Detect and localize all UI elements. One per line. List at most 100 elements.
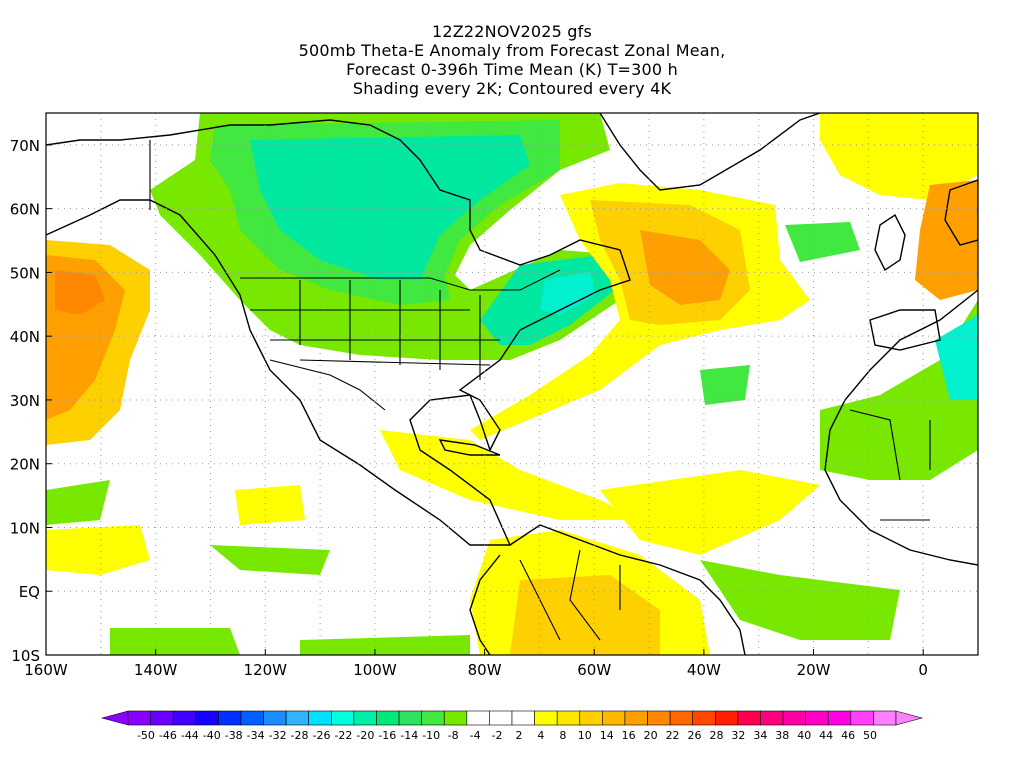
colorbar-swatch [782, 710, 806, 726]
iberia-coastline [869, 309, 941, 351]
plot-frame [45, 112, 979, 656]
title-line-3: Forecast 0-396h Time Mean (K) T=300 h [346, 60, 678, 79]
colorbar-swatch [827, 710, 852, 726]
colorbar-swatch [850, 710, 874, 726]
colorbar-tick-label: -2 [492, 729, 503, 742]
colorbar-swatch [127, 710, 151, 726]
colorbar-swatch [195, 710, 219, 726]
colorbar-tick-label: 26 [688, 729, 702, 742]
title-line-4: Shading every 2K; Contoured every 4K [352, 79, 672, 98]
anomaly-region-east-pacific-green [46, 480, 110, 525]
latitude-tick-label: 10S [11, 647, 40, 665]
colorbar-swatch [624, 710, 648, 726]
colorbar-tick-label: 46 [841, 729, 855, 742]
anomaly-region-mexico-caribbean [380, 430, 640, 520]
colorbar-tick-label: -16 [378, 729, 396, 742]
british-isles-coastline [874, 213, 906, 272]
colorbar-swatch [669, 710, 694, 726]
longitude-tick-label: 160W [24, 661, 68, 679]
colorbar-tick-label: 32 [731, 729, 745, 742]
colorbar-swatch [263, 710, 287, 726]
latitude-tick-label: 60N [10, 201, 40, 219]
longitude-tick-label: 40W [687, 661, 721, 679]
colorbar-tick-label: -26 [313, 729, 331, 742]
colorbar-swatch [218, 710, 242, 726]
anomaly-region-tropical-pacific [46, 525, 150, 575]
colorbar-swatch [602, 710, 626, 726]
africa-borders [849, 409, 931, 521]
anomaly-region-north-atlantic-core [640, 230, 730, 305]
colorbar-tick-label: -8 [448, 729, 459, 742]
colorbar-tick-label: 2 [515, 729, 522, 742]
coastlines [46, 113, 978, 655]
colorbar-swatch [443, 710, 468, 726]
colorbar-swatch [511, 710, 535, 726]
colorbar-swatch [150, 710, 174, 726]
colorbar-swatch [376, 710, 400, 726]
colorbar-swatch [240, 710, 264, 726]
anomaly-region-tropical-pacific-green [210, 545, 330, 575]
us-state-lines [250, 280, 500, 380]
colorbar-swatch [330, 710, 355, 726]
colorbar-swatch [579, 710, 603, 726]
us-canada-border [240, 269, 561, 291]
greenland-coastline [599, 113, 821, 191]
colorbar [100, 710, 924, 726]
anomaly-region-south-america-green [300, 635, 470, 655]
colorbar-tick-label: 4 [537, 729, 544, 742]
us-mexico-border [269, 359, 386, 411]
colorbar-tick-label: 16 [622, 729, 636, 742]
colorbar-swatch [285, 710, 310, 726]
colorbar-tick-label: 34 [753, 729, 767, 742]
latitude-labels: 70N 60N 50N 40N 30N 20N 10N EQ 10S [10, 137, 52, 665]
colorbar-swatch [714, 710, 739, 726]
title-line-1: 12Z22NOV2025 gfs [431, 22, 593, 41]
longitude-tick-label: 140W [134, 661, 178, 679]
colorbar-tick-label: -44 [181, 729, 199, 742]
latitude-tick-label: 70N [10, 137, 40, 155]
colorbar-tick-label: 50 [863, 729, 877, 742]
anomaly-region-europe [915, 180, 978, 300]
colorbar-swatch [805, 710, 829, 726]
anomaly-region-tropical-pacific-2 [235, 485, 305, 525]
colorbar-swatch [353, 710, 377, 726]
anomaly-region-central-atlantic-green [700, 365, 750, 405]
colorbar-swatch [760, 710, 784, 726]
anomaly-region-canada-core [250, 135, 530, 280]
colorbar-swatch [489, 710, 513, 726]
colorbar-tick-label: -14 [400, 729, 418, 742]
anomaly-region-tropical-atlantic-green [700, 560, 900, 640]
colorbar-tick-label: 38 [775, 729, 789, 742]
colorbar-tick-label: 8 [559, 729, 566, 742]
colorbar-min-arrow [100, 710, 129, 726]
latitude-tick-label: EQ [19, 583, 40, 601]
longitude-labels: 160W 140W 120W 100W 80W 60W 40W 20W 0 [24, 649, 928, 679]
colorbar-tick-label: 22 [666, 729, 680, 742]
scandinavia-coastline [944, 179, 978, 246]
latitude-tick-label: 20N [10, 456, 40, 474]
anomaly-region-north-africa [820, 300, 978, 480]
colorbar-tick-label: -38 [225, 729, 243, 742]
south-america-west-coastline [469, 554, 501, 655]
anomaly-region-north-africa-core [935, 315, 978, 400]
north-america-coastline [46, 119, 631, 546]
colorbar-swatch [398, 710, 422, 726]
latitude-tick-label: 10N [10, 519, 40, 537]
south-america-borders [519, 549, 621, 641]
colorbar-labels: -50 -46 -44 -40 -38 -34 -32 -28 -26 -22 -20 -16 -14-… [137, 729, 877, 742]
longitude-tick-label: 20W [797, 661, 831, 679]
colorbar-tick-label: -4 [470, 729, 481, 742]
colorbar-swatch [556, 710, 581, 726]
colorbar-tick-label: -10 [422, 729, 440, 742]
colorbar-tick-label: -40 [203, 729, 221, 742]
anomaly-region-north-atlantic-green [785, 222, 860, 262]
south-america-coastline [509, 524, 746, 655]
colorbar-swatch [466, 710, 490, 726]
colorbar-tick-label: -34 [247, 729, 265, 742]
latitude-tick-label: 30N [10, 392, 40, 410]
anomaly-region-new-england-core [540, 272, 595, 315]
longitude-tick-label: 120W [244, 661, 288, 679]
colorbar-swatch [534, 710, 558, 726]
political-borders [149, 140, 931, 641]
title-line-2: 500mb Theta-E Anomaly from Forecast Zona… [298, 41, 726, 60]
